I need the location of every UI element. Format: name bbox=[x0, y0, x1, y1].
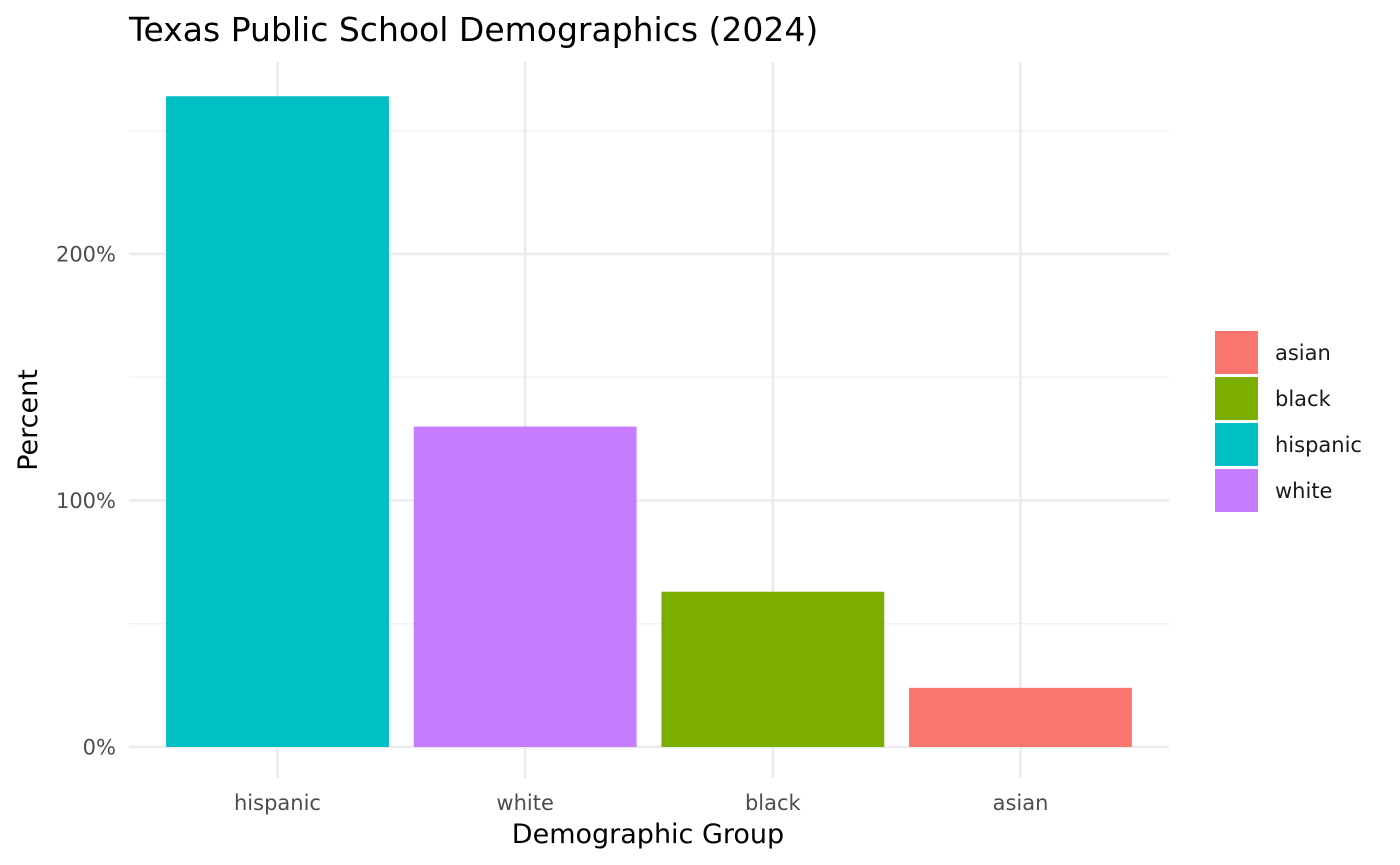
legend-key-asian bbox=[1215, 331, 1258, 374]
legend-label-black: black bbox=[1275, 387, 1332, 411]
x-tick-label: white bbox=[496, 791, 553, 815]
bar-white bbox=[413, 426, 637, 747]
legend-key-hispanic bbox=[1215, 423, 1258, 466]
y-axis-ticks: 0% 100% 200% bbox=[56, 243, 116, 760]
bar-black bbox=[661, 591, 885, 747]
y-axis-title: Percent bbox=[13, 369, 44, 471]
y-tick-label: 100% bbox=[56, 489, 116, 513]
legend-key-black bbox=[1215, 377, 1258, 420]
legend-label-hispanic: hispanic bbox=[1275, 433, 1362, 457]
x-tick-label: black bbox=[745, 791, 802, 815]
x-tick-label: asian bbox=[993, 791, 1049, 815]
legend-label-asian: asian bbox=[1275, 341, 1331, 365]
legend: asian black hispanic white bbox=[1215, 331, 1362, 512]
y-tick-label: 0% bbox=[83, 736, 116, 760]
legend-key-white bbox=[1215, 469, 1258, 512]
bar-asian bbox=[909, 687, 1132, 747]
chart-title: Texas Public School Demographics (2024) bbox=[128, 10, 818, 49]
legend-label-white: white bbox=[1275, 479, 1332, 503]
x-tick-label: hispanic bbox=[234, 791, 321, 815]
x-axis-ticks: hispanic white black asian bbox=[234, 791, 1048, 815]
bars bbox=[166, 96, 1132, 748]
y-tick-label: 200% bbox=[56, 243, 116, 267]
bar-hispanic bbox=[166, 96, 389, 748]
x-axis-title: Demographic Group bbox=[512, 819, 784, 850]
